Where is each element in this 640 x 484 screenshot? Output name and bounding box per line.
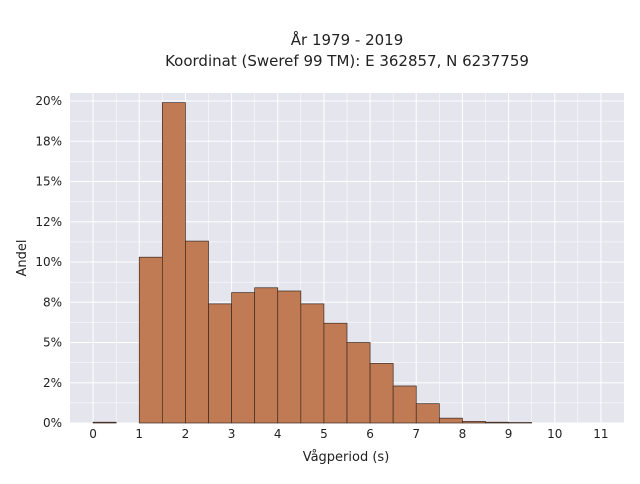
- x-tick-label: 9: [505, 427, 513, 441]
- chart-title-line-1: År 1979 - 2019: [291, 30, 404, 49]
- x-tick-label: 11: [593, 427, 608, 441]
- histogram-bar: [416, 404, 439, 423]
- histogram-bar: [209, 304, 232, 423]
- y-tick-label: 15%: [35, 175, 62, 189]
- y-tick-label: 8%: [43, 295, 62, 309]
- x-tick-label: 1: [135, 427, 143, 441]
- x-tick-label: 5: [320, 427, 328, 441]
- histogram-bar: [324, 323, 347, 423]
- histogram-bar: [255, 288, 278, 423]
- y-axis-label: Andel: [15, 240, 30, 277]
- histogram-bar: [93, 422, 116, 423]
- x-tick-label: 6: [366, 427, 374, 441]
- histogram-bar: [139, 257, 162, 423]
- y-tick-label: 20%: [35, 94, 62, 108]
- y-tick-label: 0%: [43, 416, 62, 430]
- x-tick-label: 2: [182, 427, 190, 441]
- y-tick-label: 12%: [35, 215, 62, 229]
- histogram-bar: [301, 304, 324, 423]
- x-axis-ticks: 0 1 2 3 4 5 6 7 8 9 10 11: [89, 427, 608, 441]
- y-tick-label: 10%: [35, 255, 62, 269]
- histogram-bar: [232, 293, 255, 423]
- histogram-bar: [486, 422, 509, 423]
- histogram-bar: [162, 103, 185, 423]
- x-tick-label: 3: [228, 427, 236, 441]
- histogram-bar: [439, 418, 462, 423]
- x-tick-label: 4: [274, 427, 282, 441]
- y-tick-label: 18%: [35, 134, 62, 148]
- chart-title-line-2: Koordinat (Sweref 99 TM): E 362857, N 62…: [165, 52, 529, 70]
- x-tick-label: 7: [412, 427, 420, 441]
- y-tick-label: 5%: [43, 336, 62, 350]
- x-axis-label: Vågperiod (s): [303, 450, 390, 465]
- histogram-bar: [393, 386, 416, 423]
- histogram-bar: [185, 241, 208, 423]
- x-tick-label: 0: [89, 427, 97, 441]
- x-tick-label: 8: [459, 427, 467, 441]
- y-axis-ticks: 0% 2% 5% 8% 10% 12% 15% 18% 20%: [35, 94, 62, 430]
- histogram-bar: [347, 343, 370, 423]
- histogram-bar: [370, 363, 393, 423]
- histogram-bar: [278, 291, 301, 423]
- y-tick-label: 2%: [43, 376, 62, 390]
- histogram-bar: [462, 421, 485, 423]
- x-tick-label: 10: [547, 427, 562, 441]
